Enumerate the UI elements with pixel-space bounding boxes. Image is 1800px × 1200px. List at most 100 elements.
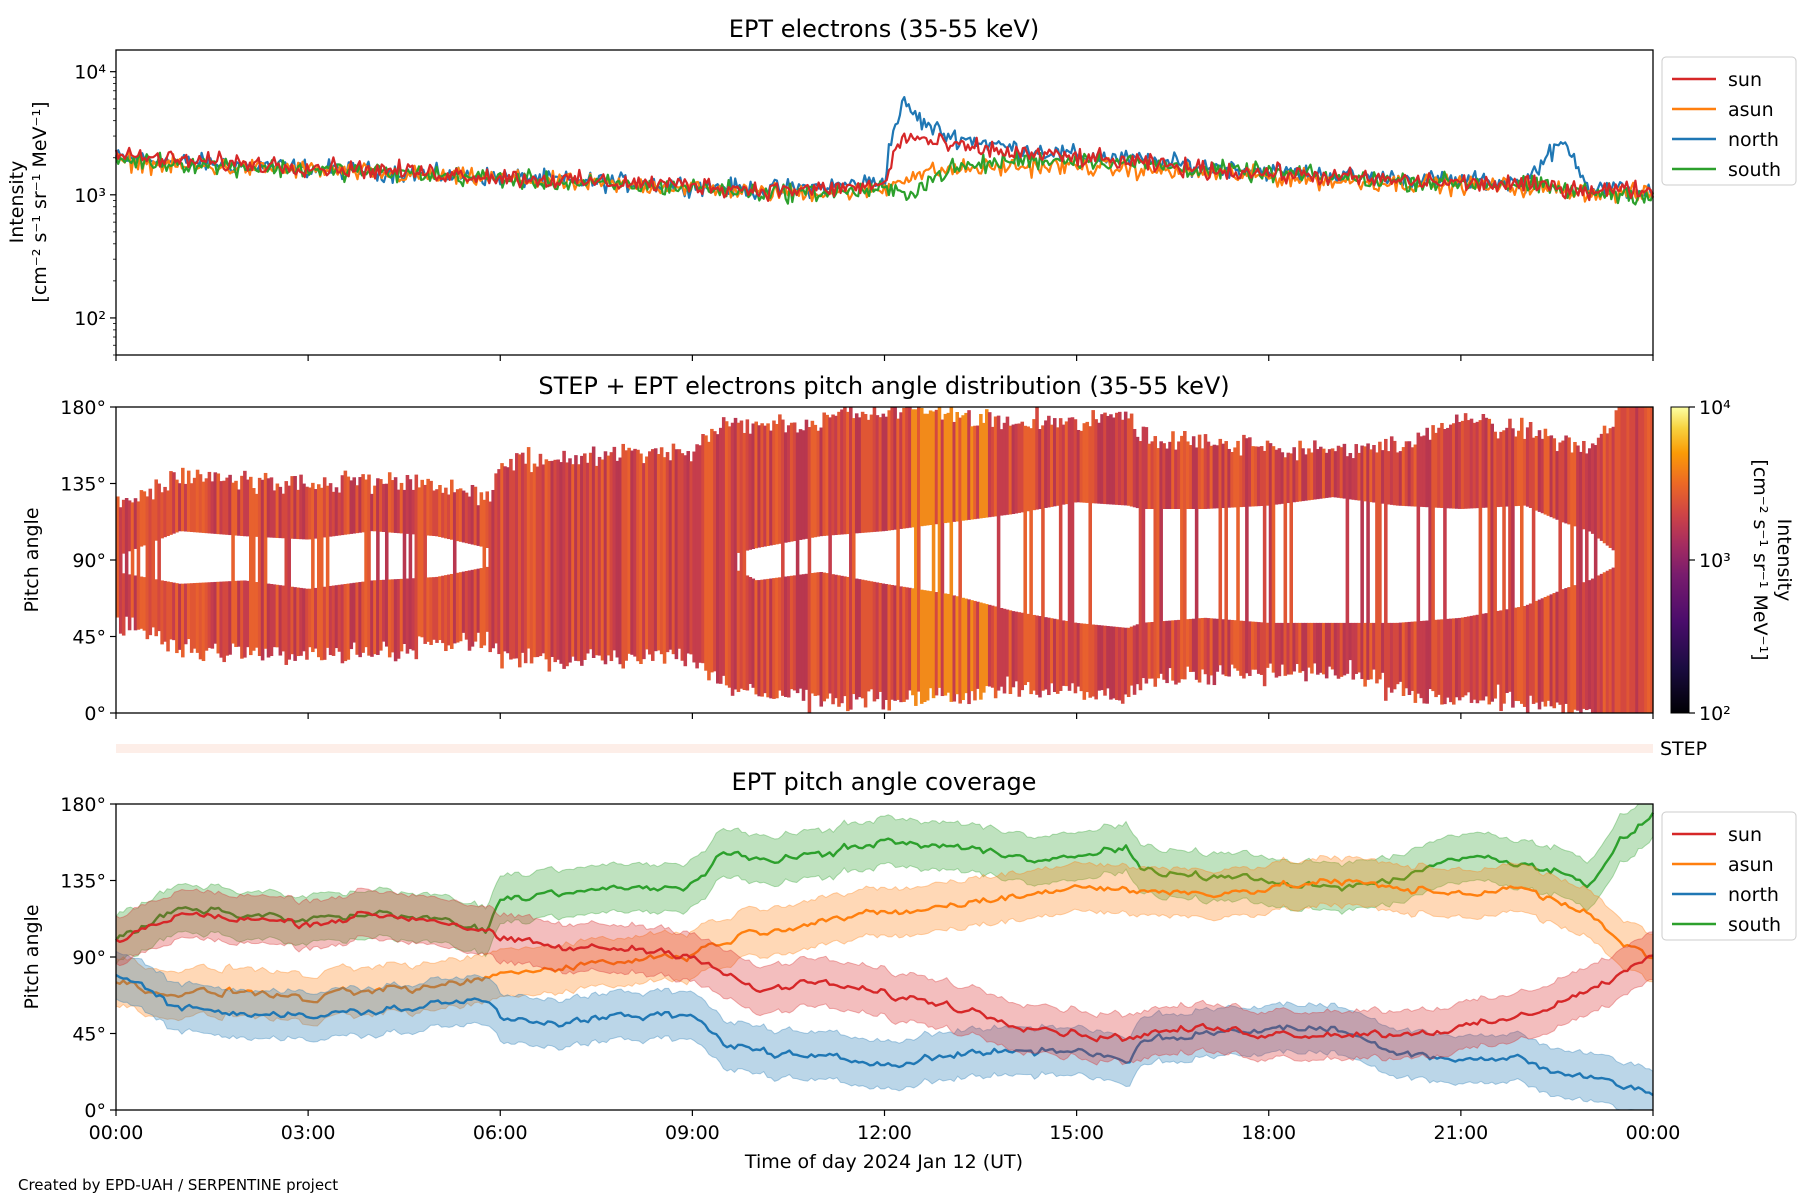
panel2-yticks: 0° 45° 90° 135° 180° bbox=[60, 397, 116, 725]
pad-cell bbox=[414, 474, 419, 660]
pad-cell bbox=[1218, 438, 1223, 666]
pad-cell bbox=[996, 415, 1001, 691]
pad-cell bbox=[1398, 451, 1403, 506]
pad-cell bbox=[379, 579, 383, 651]
pad-cell bbox=[455, 572, 460, 643]
pad-cell bbox=[1115, 412, 1119, 505]
pad-cell bbox=[736, 422, 741, 553]
pad-cell bbox=[1425, 427, 1429, 508]
pad-cell bbox=[426, 577, 430, 642]
pad-cell bbox=[160, 492, 164, 539]
pad-cell bbox=[399, 482, 404, 534]
pad-cell bbox=[1537, 599, 1542, 710]
pad-cell bbox=[1215, 618, 1220, 672]
pad-cell bbox=[1466, 420, 1471, 509]
panel3-title: EPT pitch angle coverage bbox=[732, 768, 1037, 796]
y-tick-label: 180° bbox=[60, 794, 106, 816]
pad-cell bbox=[979, 413, 983, 519]
pad-cell bbox=[624, 450, 628, 661]
pad-cell bbox=[1434, 432, 1438, 508]
pad-cell bbox=[863, 580, 868, 708]
pad-cell bbox=[990, 426, 995, 517]
pad-cell bbox=[1381, 622, 1385, 673]
pad-cell bbox=[1324, 622, 1329, 679]
pad-cell bbox=[1342, 443, 1347, 499]
pad-cell bbox=[408, 479, 413, 650]
pad-cell bbox=[757, 425, 761, 548]
pad-cell bbox=[512, 470, 516, 659]
pad-cell bbox=[243, 470, 247, 537]
pad-cell bbox=[198, 582, 203, 660]
pad-cell bbox=[751, 423, 756, 550]
pad-cell bbox=[724, 421, 729, 686]
pad-cell bbox=[1611, 567, 1616, 713]
pad-cell bbox=[1540, 438, 1545, 514]
pad-cell bbox=[219, 481, 224, 535]
pad-cell bbox=[1050, 424, 1054, 507]
pad-cell bbox=[804, 419, 809, 539]
pad-cell bbox=[417, 487, 422, 637]
pad-cell bbox=[863, 414, 868, 533]
pad-cell bbox=[1466, 616, 1471, 693]
pad-cell bbox=[1534, 600, 1539, 703]
pad-cell bbox=[1425, 620, 1429, 704]
pad-cell bbox=[1481, 613, 1486, 701]
pad-cell bbox=[503, 466, 507, 652]
pad-cell bbox=[163, 580, 167, 642]
pad-cell bbox=[984, 409, 989, 518]
pad-cell bbox=[591, 446, 596, 658]
pad-cell bbox=[1253, 446, 1258, 507]
pad-cell bbox=[1345, 456, 1350, 674]
pad-cell bbox=[713, 431, 717, 672]
pad-cell bbox=[1026, 613, 1030, 683]
pad-cell bbox=[973, 600, 977, 701]
legend-label-north: north bbox=[1728, 129, 1779, 151]
pad-cell bbox=[849, 407, 853, 710]
pad-cell bbox=[760, 423, 764, 548]
pad-cell bbox=[792, 575, 797, 691]
pad-cell bbox=[1011, 611, 1016, 688]
pad-cell bbox=[284, 481, 289, 665]
pad-cell bbox=[364, 479, 368, 648]
pad-cell bbox=[1061, 424, 1066, 505]
pad-cell bbox=[789, 575, 794, 690]
pad-cell bbox=[266, 478, 271, 538]
pad-cell bbox=[896, 418, 900, 700]
pad-cell bbox=[588, 452, 593, 650]
pad-cell bbox=[760, 579, 764, 697]
pad-cell bbox=[621, 443, 625, 669]
pad-cell bbox=[1549, 435, 1554, 518]
pad-cell bbox=[961, 415, 965, 521]
pad-cell bbox=[559, 462, 563, 664]
pad-cell bbox=[919, 408, 924, 527]
pad-cell bbox=[278, 486, 283, 539]
pad-cell bbox=[999, 429, 1004, 516]
pad-cell bbox=[370, 580, 374, 657]
pad-cell bbox=[198, 474, 203, 533]
pad-cell bbox=[1599, 433, 1604, 541]
pad-cell bbox=[1321, 622, 1326, 675]
y-tick-label: 10⁴ bbox=[74, 62, 106, 84]
pad-cell bbox=[1109, 414, 1113, 505]
pad-cell bbox=[648, 451, 652, 655]
pad-cell bbox=[547, 460, 552, 672]
pad-cell bbox=[426, 478, 430, 536]
pad-cell bbox=[450, 573, 454, 649]
y-tick-label: 10³ bbox=[74, 185, 106, 207]
pad-cell bbox=[1259, 446, 1264, 506]
pad-cell bbox=[1044, 617, 1048, 690]
pad-cell bbox=[192, 583, 197, 649]
pad-cell bbox=[390, 579, 395, 653]
pad-cell bbox=[1629, 407, 1633, 713]
pad-cell bbox=[1440, 619, 1444, 705]
pad-cell bbox=[181, 583, 185, 658]
pad-cell bbox=[946, 593, 951, 693]
pad-cell bbox=[219, 581, 224, 658]
pad-cell bbox=[1020, 421, 1025, 513]
step-strip bbox=[116, 744, 1653, 753]
pad-cell bbox=[1132, 625, 1137, 695]
pad-cell bbox=[1339, 447, 1344, 499]
pad-cell bbox=[1375, 452, 1379, 684]
pad-cell bbox=[1327, 622, 1332, 667]
pad-cell bbox=[937, 407, 942, 688]
